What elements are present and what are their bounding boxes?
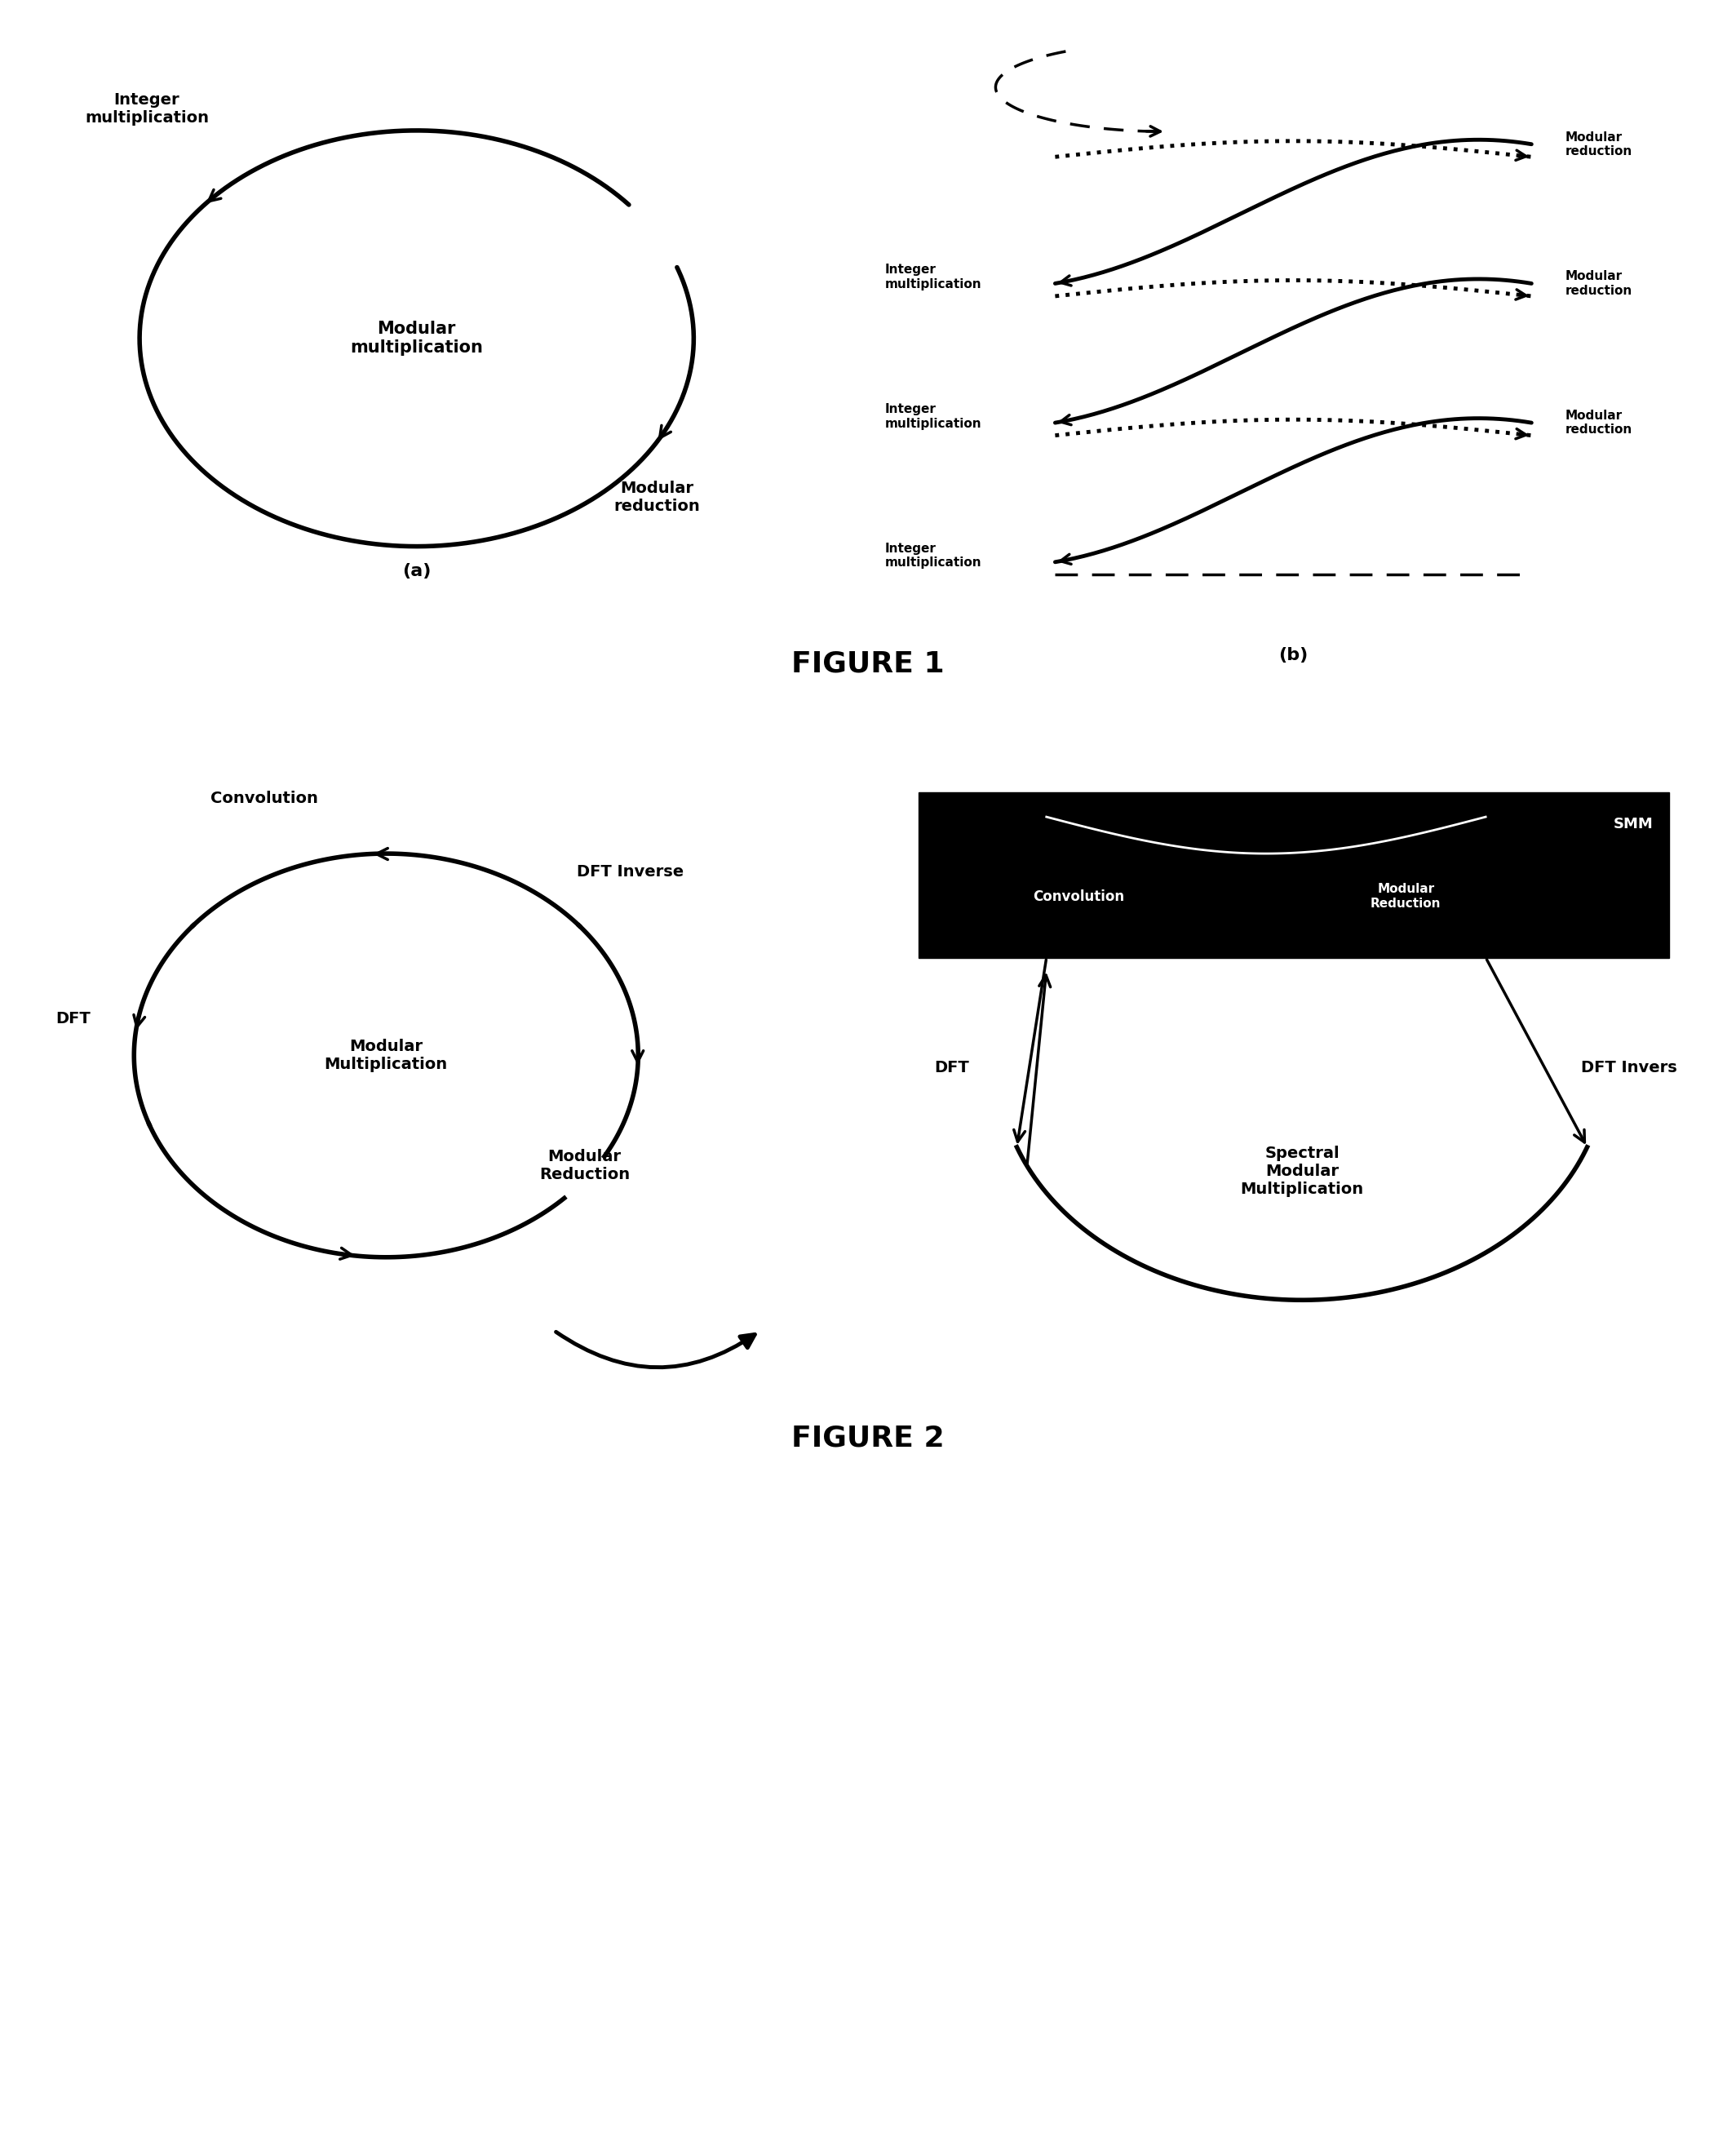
Text: Modular
Reduction: Modular Reduction <box>1370 884 1441 910</box>
Text: Integer
multiplication: Integer multiplication <box>885 264 983 290</box>
Text: (a): (a) <box>403 562 431 579</box>
Text: Modular
Multiplication: Modular Multiplication <box>325 1039 448 1073</box>
Text: Convolution: Convolution <box>210 790 318 807</box>
Text: FIGURE 1: FIGURE 1 <box>792 650 944 678</box>
Bar <box>918 792 1670 957</box>
Text: Spectral
Modular
Multiplication: Spectral Modular Multiplication <box>1240 1146 1364 1197</box>
Text: FIGURE 2: FIGURE 2 <box>792 1425 944 1451</box>
Text: DFT Inverse: DFT Inverse <box>576 865 684 880</box>
Text: (b): (b) <box>1278 646 1309 663</box>
Text: DFT: DFT <box>56 1011 90 1026</box>
Text: Modular
multiplication: Modular multiplication <box>351 320 483 356</box>
Text: Modular
Reduction: Modular Reduction <box>540 1148 630 1182</box>
Text: Modular
reduction: Modular reduction <box>1566 270 1632 296</box>
Text: Integer
multiplication: Integer multiplication <box>885 403 983 429</box>
Text: Integer
multiplication: Integer multiplication <box>85 92 208 124</box>
Text: DFT Invers: DFT Invers <box>1581 1060 1677 1075</box>
Text: SMM: SMM <box>1613 818 1653 831</box>
Text: Integer
multiplication: Integer multiplication <box>885 543 983 569</box>
Text: Modular
reduction: Modular reduction <box>1566 410 1632 436</box>
Text: Modular
reduction: Modular reduction <box>615 481 700 513</box>
Text: Modular
reduction: Modular reduction <box>1566 131 1632 157</box>
Text: Convolution: Convolution <box>1033 888 1125 903</box>
Text: DFT: DFT <box>934 1060 969 1075</box>
